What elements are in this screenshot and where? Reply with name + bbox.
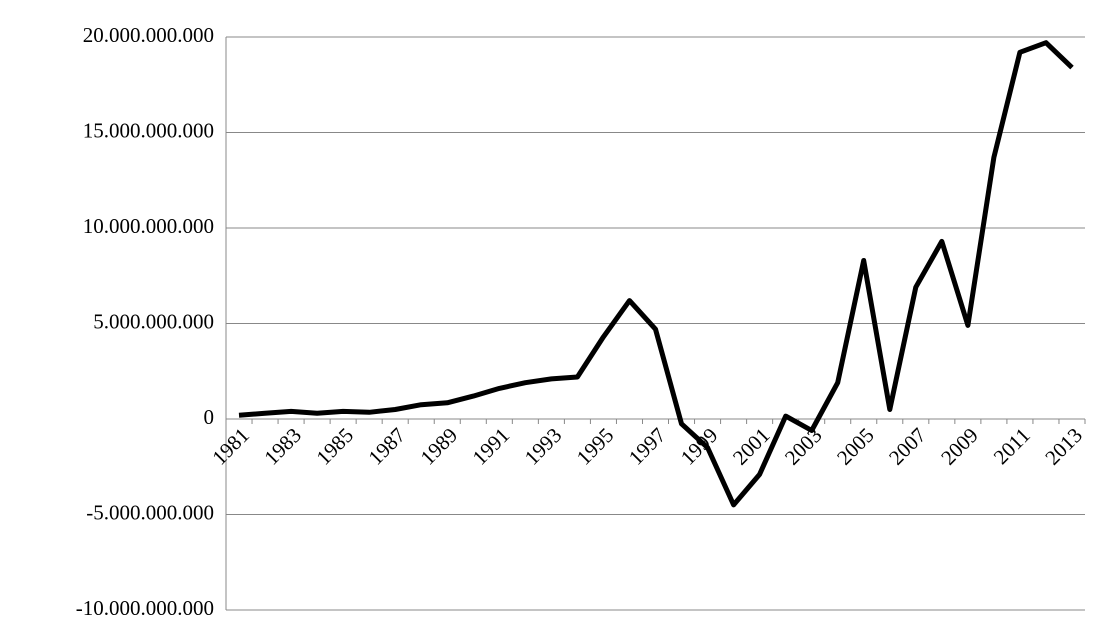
line [238, 40, 1074, 508]
y-tick-label: 15.000.000.000 [83, 118, 214, 142]
x-tick-label: 1989 [416, 423, 463, 470]
x-tick-label: 2007 [884, 423, 931, 470]
y-tick-label: 5.000.000.000 [93, 309, 214, 333]
x-tick-label: 2011 [989, 423, 1035, 469]
x-tick-label: 1991 [468, 423, 515, 470]
y-tick-label: 10.000.000.000 [83, 214, 214, 238]
y-tick-label: -5.000.000.000 [86, 500, 214, 524]
x-tick-label: 2003 [780, 423, 827, 470]
x-tick-label: 1985 [311, 423, 358, 470]
x-tick-label: 1995 [572, 423, 619, 470]
x-tick-label: 2009 [936, 423, 983, 470]
y-tick-label: 20.000.000.000 [83, 23, 214, 47]
x-tick-label: 1981 [207, 423, 254, 470]
y-tick-label: -10.000.000.000 [76, 596, 214, 620]
x-tick-label: 2013 [1040, 423, 1087, 470]
x-tick-label: 1983 [259, 423, 306, 470]
x-tick-label: 1987 [363, 423, 410, 470]
x-tick-label: 1997 [624, 423, 671, 470]
y-tick-label: 0 [204, 405, 215, 429]
x-tick-label: 2005 [832, 423, 879, 470]
x-tick-label: 1993 [520, 423, 567, 470]
